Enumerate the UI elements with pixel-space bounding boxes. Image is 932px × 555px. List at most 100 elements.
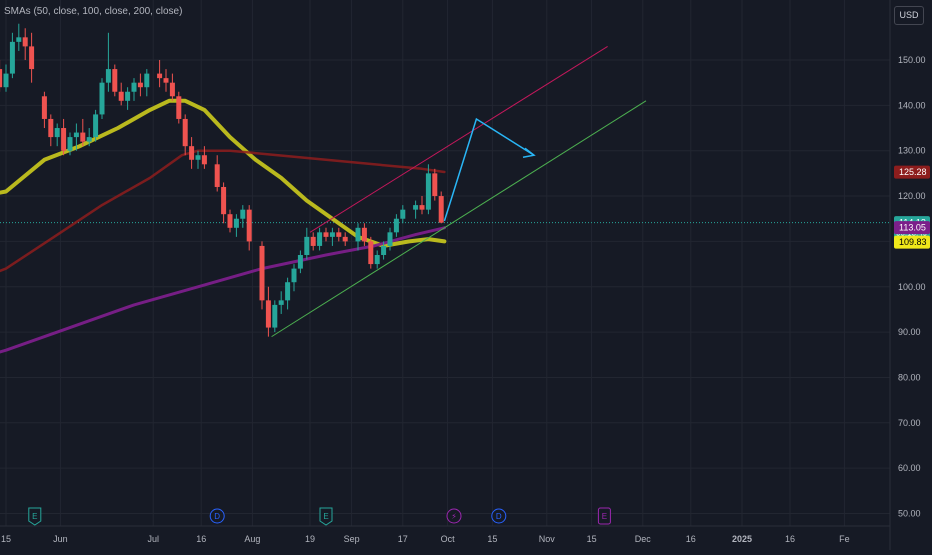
y-axis-tick-label: 90.00: [898, 327, 921, 337]
candle-body[interactable]: [233, 218, 239, 228]
candle-body[interactable]: [3, 73, 9, 88]
dividend-marker[interactable]: [209, 508, 225, 524]
candle-body[interactable]: [169, 82, 175, 97]
candle-body[interactable]: [131, 82, 137, 92]
candle-body[interactable]: [163, 78, 169, 83]
candle-body[interactable]: [9, 41, 15, 74]
candle-body[interactable]: [67, 137, 73, 151]
candle-body[interactable]: [393, 218, 399, 233]
y-axis-tick-label: 140.00: [898, 100, 926, 110]
candle-body[interactable]: [214, 164, 220, 187]
candle-body[interactable]: [265, 300, 271, 328]
candle-body[interactable]: [112, 69, 118, 92]
candle-body[interactable]: [0, 69, 3, 88]
candle-body[interactable]: [29, 46, 35, 70]
event-marker-label: D: [214, 512, 220, 521]
candle-body[interactable]: [99, 82, 105, 115]
y-axis-tick-label: 80.00: [898, 372, 921, 382]
x-axis-tick-label: Fe: [839, 534, 850, 544]
candle-body[interactable]: [54, 128, 60, 138]
event-marker-label: D: [496, 512, 502, 521]
candle-body[interactable]: [310, 236, 316, 246]
y-axis-tick-label: 150.00: [898, 55, 926, 65]
candle-body[interactable]: [73, 132, 79, 138]
channel-upper-line[interactable]: [309, 45, 608, 233]
candle-body[interactable]: [22, 37, 28, 47]
x-axis-tick-label: 15: [1, 534, 11, 544]
candle-body[interactable]: [413, 205, 419, 210]
channel-lower-line[interactable]: [271, 100, 647, 338]
candle-body[interactable]: [387, 232, 393, 246]
candle-body[interactable]: [438, 196, 444, 223]
candle-body[interactable]: [105, 69, 111, 83]
candle-body[interactable]: [176, 96, 182, 119]
candle-body[interactable]: [278, 300, 284, 305]
candle-body[interactable]: [374, 255, 380, 265]
candle-body[interactable]: [80, 132, 86, 142]
candle-body[interactable]: [201, 155, 207, 165]
candle-body[interactable]: [86, 137, 92, 142]
candle-body[interactable]: [329, 232, 335, 237]
candle-body[interactable]: [221, 186, 227, 215]
split-marker[interactable]: [446, 508, 462, 524]
candle-body[interactable]: [41, 96, 47, 119]
candle-body[interactable]: [285, 282, 291, 301]
event-marker-label: E: [602, 512, 607, 521]
candle-body[interactable]: [381, 245, 387, 256]
candle-body[interactable]: [125, 91, 131, 101]
candle-body[interactable]: [272, 304, 278, 328]
candle-body[interactable]: [368, 241, 374, 265]
projection-path[interactable]: [443, 117, 535, 222]
indicator-legend[interactable]: SMAs (50, close, 100, close, 200, close): [4, 6, 183, 17]
candle-body[interactable]: [246, 209, 252, 242]
candle-body[interactable]: [259, 245, 265, 301]
candle-body[interactable]: [195, 155, 201, 160]
earnings-marker[interactable]: [319, 507, 333, 526]
candle-body[interactable]: [157, 73, 163, 79]
candle-body[interactable]: [317, 232, 323, 246]
candle-body[interactable]: [291, 268, 297, 283]
candle-body[interactable]: [432, 173, 438, 197]
candle-body[interactable]: [304, 236, 310, 256]
candle-body[interactable]: [323, 232, 329, 237]
candle-body[interactable]: [61, 128, 67, 151]
y-axis-tick-label: 60.00: [898, 463, 921, 473]
x-axis-tick-label: Nov: [539, 534, 556, 544]
candle-body[interactable]: [48, 118, 54, 138]
earnings-upcoming-marker[interactable]: [597, 507, 611, 525]
x-axis-tick-label: 17: [398, 534, 408, 544]
candle-body[interactable]: [297, 255, 303, 269]
currency-button[interactable]: USD: [894, 6, 924, 25]
candle-body[interactable]: [182, 118, 188, 147]
candle-body[interactable]: [189, 146, 195, 160]
candle-body[interactable]: [240, 209, 246, 219]
x-axis-tick-label: 19: [305, 534, 315, 544]
sma-line-200: [0, 226, 446, 354]
earnings-marker[interactable]: [28, 507, 42, 526]
candle-body[interactable]: [400, 209, 406, 219]
candle-body[interactable]: [336, 232, 342, 237]
candle-body[interactable]: [93, 114, 99, 138]
x-axis-tick-label: 2025: [732, 534, 752, 544]
candle-body[interactable]: [419, 205, 425, 210]
y-axis-tick-label: 120.00: [898, 191, 926, 201]
candle-body[interactable]: [342, 236, 348, 242]
projection-arrowhead: [522, 147, 536, 158]
candle-body[interactable]: [425, 173, 431, 210]
candle-body[interactable]: [361, 227, 367, 242]
x-axis-tick-label: 15: [587, 534, 597, 544]
candle-body[interactable]: [355, 227, 361, 242]
x-axis-tick-label: 15: [487, 534, 497, 544]
candle-body[interactable]: [227, 214, 233, 228]
candle-body[interactable]: [144, 73, 150, 88]
candle-body[interactable]: [118, 91, 124, 101]
x-axis-tick-label: Jun: [53, 534, 68, 544]
price-label-text: 125.28: [899, 167, 927, 177]
candle-body[interactable]: [137, 82, 143, 88]
candle-body[interactable]: [16, 37, 22, 42]
dividend-marker[interactable]: [491, 508, 507, 524]
price-label-text: 113.05: [899, 223, 926, 233]
